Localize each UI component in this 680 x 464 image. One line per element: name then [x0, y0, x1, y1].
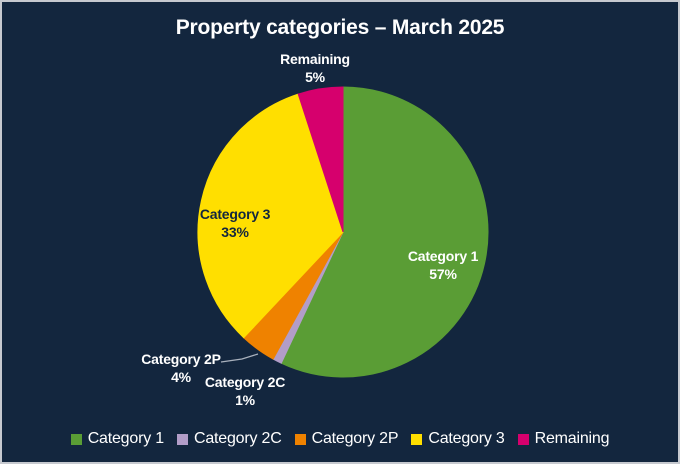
legend-swatch-category-3: [411, 433, 423, 445]
legend-item-category-2p: Category 2P: [294, 430, 399, 448]
legend-label: Category 2P: [311, 430, 399, 447]
legend-swatch-category-1: [70, 433, 82, 445]
pie-slice-category-3: [197, 93, 344, 339]
legend-label: Category 1: [87, 430, 164, 447]
pie-slice-category-1: [280, 86, 489, 378]
legend-swatch-remaining: [517, 433, 529, 445]
legend-label: Category 3: [428, 430, 505, 447]
legend-swatch-category-2p: [294, 433, 306, 445]
leader-line-category-2p: [220, 353, 259, 363]
legend-item-category-3: Category 3: [411, 430, 505, 448]
legend-item-category-2c: Category 2C: [176, 430, 282, 448]
chart-title: Property categories – March 2025: [175, 16, 505, 39]
legend-item-remaining: Remaining: [517, 430, 610, 448]
legend: Category 1 Category 2C Category 2P Category…: [2, 427, 678, 451]
legend-item-category-1: Category 1: [70, 430, 164, 448]
legend-label: Category 2C: [193, 430, 282, 447]
legend-label: Remaining: [534, 430, 610, 447]
pie-slice-remaining: [297, 86, 344, 233]
legend-swatch-category-2c: [176, 433, 188, 445]
